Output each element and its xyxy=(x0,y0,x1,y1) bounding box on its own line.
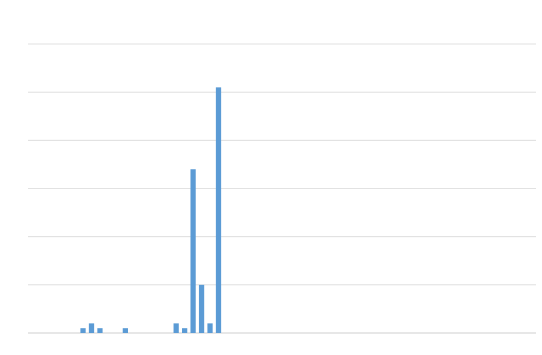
bar xyxy=(207,323,213,333)
bar xyxy=(97,328,103,333)
bar xyxy=(88,323,95,333)
bar xyxy=(173,323,179,333)
bar xyxy=(190,169,196,333)
bar xyxy=(182,328,188,333)
bar xyxy=(80,328,86,333)
bar xyxy=(122,328,128,333)
bar xyxy=(198,284,205,333)
bar xyxy=(215,87,222,333)
